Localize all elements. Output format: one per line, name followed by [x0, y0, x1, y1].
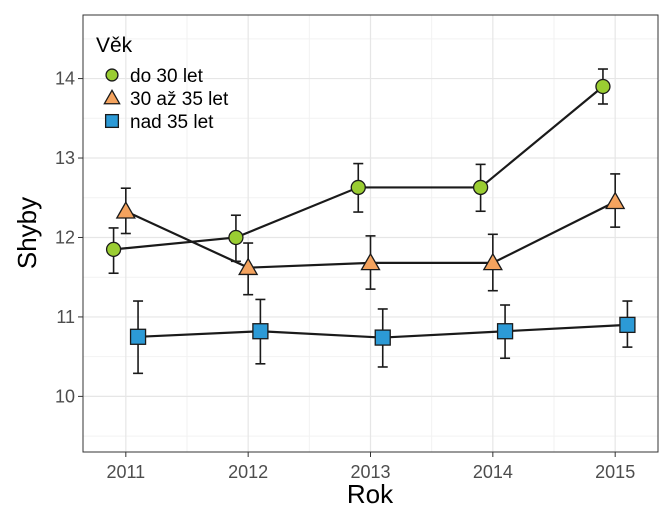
x-tick-label: 2015	[595, 462, 635, 482]
data-point-triangle	[115, 200, 136, 219]
data-point-triangle	[238, 257, 259, 276]
y-axis-title: Shyby	[12, 197, 42, 269]
x-tick-label: 2014	[473, 462, 513, 482]
legend-key-triangle	[103, 89, 121, 105]
data-point-circle	[350, 179, 366, 196]
data-point-circle	[595, 78, 611, 95]
legend-label: do 30 let	[130, 66, 204, 87]
x-axis-title: Rok	[347, 479, 394, 509]
y-tick-label: 11	[56, 307, 75, 327]
data-markers	[105, 78, 636, 346]
x-tick-label: 2011	[106, 462, 145, 482]
legend-title: Věk	[96, 34, 133, 57]
data-point-square	[374, 329, 391, 346]
data-point-circle	[105, 241, 122, 258]
data-point-circle	[472, 179, 489, 196]
y-tick-label: 13	[55, 148, 75, 168]
y-tick-label: 10	[55, 386, 75, 406]
legend-key-circle	[105, 68, 119, 82]
x-tick-label: 2012	[228, 462, 268, 482]
x-tick-label: 2013	[350, 462, 390, 482]
y-tick-label: 12	[55, 227, 75, 247]
data-point-triangle	[360, 252, 381, 271]
y-tick-label: 14	[55, 69, 75, 89]
data-point-triangle	[482, 252, 503, 271]
data-point-square	[496, 323, 514, 340]
data-point-square	[129, 328, 147, 345]
legend-label: 30 až 35 let	[130, 89, 229, 110]
data-point-square	[252, 323, 269, 340]
data-point-square	[619, 316, 636, 334]
legend-key-square	[104, 113, 120, 129]
data-point-circle	[228, 229, 244, 246]
data-point-triangle	[605, 191, 626, 210]
y-axis: 10 11 12 13 14	[55, 69, 83, 406]
x-axis: 2011 2012 2013 2014 2015	[106, 452, 635, 482]
legend-label: nad 35 let	[130, 112, 214, 133]
